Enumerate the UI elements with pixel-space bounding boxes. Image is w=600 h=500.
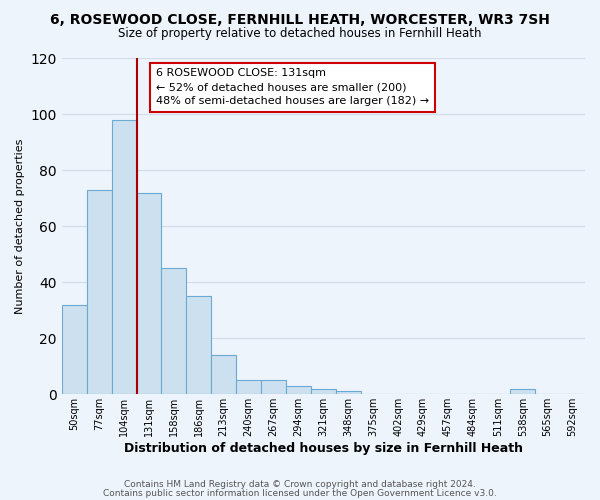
Text: Contains public sector information licensed under the Open Government Licence v3: Contains public sector information licen…	[103, 488, 497, 498]
Bar	[187, 296, 211, 394]
Bar	[286, 386, 311, 394]
Text: Size of property relative to detached houses in Fernhill Heath: Size of property relative to detached ho…	[118, 28, 482, 40]
Bar	[137, 192, 161, 394]
Text: 6, ROSEWOOD CLOSE, FERNHILL HEATH, WORCESTER, WR3 7SH: 6, ROSEWOOD CLOSE, FERNHILL HEATH, WORCE…	[50, 12, 550, 26]
Text: 6 ROSEWOOD CLOSE: 131sqm
← 52% of detached houses are smaller (200)
48% of semi-: 6 ROSEWOOD CLOSE: 131sqm ← 52% of detach…	[156, 68, 429, 106]
Bar	[62, 304, 87, 394]
X-axis label: Distribution of detached houses by size in Fernhill Heath: Distribution of detached houses by size …	[124, 442, 523, 455]
Bar	[510, 388, 535, 394]
Bar	[87, 190, 112, 394]
Bar	[236, 380, 261, 394]
Bar	[336, 392, 361, 394]
Bar	[112, 120, 137, 394]
Bar	[311, 388, 336, 394]
Y-axis label: Number of detached properties: Number of detached properties	[15, 138, 25, 314]
Bar	[161, 268, 187, 394]
Text: Contains HM Land Registry data © Crown copyright and database right 2024.: Contains HM Land Registry data © Crown c…	[124, 480, 476, 489]
Bar	[211, 355, 236, 395]
Bar	[261, 380, 286, 394]
